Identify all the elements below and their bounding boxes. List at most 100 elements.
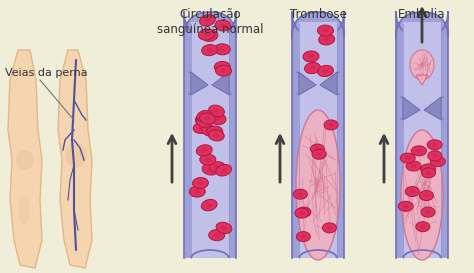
Ellipse shape [221,226,227,230]
FancyBboxPatch shape [396,22,403,258]
Ellipse shape [216,65,231,76]
Polygon shape [403,97,420,120]
Ellipse shape [213,109,220,113]
Ellipse shape [318,25,334,36]
Ellipse shape [428,151,442,161]
Ellipse shape [202,164,218,175]
Ellipse shape [410,50,434,80]
Ellipse shape [296,232,310,242]
FancyBboxPatch shape [396,11,448,38]
Ellipse shape [328,123,334,127]
Ellipse shape [196,145,212,156]
Ellipse shape [432,143,438,147]
Polygon shape [320,72,337,95]
Polygon shape [212,72,229,95]
FancyBboxPatch shape [292,22,299,258]
Ellipse shape [420,164,436,174]
Ellipse shape [208,130,224,141]
Text: Circulação
sanguínea normal: Circulação sanguínea normal [157,8,263,36]
Ellipse shape [304,63,320,73]
Ellipse shape [427,140,442,150]
Ellipse shape [411,146,427,156]
Ellipse shape [210,162,226,173]
Ellipse shape [435,159,441,164]
Ellipse shape [206,203,212,207]
Ellipse shape [200,154,216,165]
Ellipse shape [416,149,422,153]
Ellipse shape [426,171,431,175]
Ellipse shape [214,61,230,72]
Ellipse shape [401,130,443,260]
Polygon shape [416,75,428,85]
Ellipse shape [209,105,224,117]
Ellipse shape [425,167,431,171]
Ellipse shape [322,28,328,33]
Ellipse shape [220,69,227,73]
Ellipse shape [410,164,417,168]
Ellipse shape [194,189,201,194]
Ellipse shape [296,110,340,260]
Bar [403,22,441,258]
Ellipse shape [315,147,320,151]
Ellipse shape [216,164,231,176]
Ellipse shape [200,113,215,124]
Ellipse shape [200,14,215,26]
Ellipse shape [207,126,223,137]
Ellipse shape [308,54,314,59]
Ellipse shape [200,117,207,122]
Ellipse shape [410,189,415,194]
FancyBboxPatch shape [229,22,236,258]
Ellipse shape [211,129,218,134]
Ellipse shape [201,148,208,153]
Ellipse shape [197,181,204,185]
Ellipse shape [198,126,204,130]
Text: Trombose: Trombose [290,8,346,21]
Ellipse shape [219,47,226,52]
Polygon shape [8,50,42,268]
Ellipse shape [195,114,211,125]
Ellipse shape [420,225,426,229]
FancyBboxPatch shape [337,22,344,258]
FancyBboxPatch shape [184,22,191,258]
Ellipse shape [312,149,326,159]
Ellipse shape [319,34,335,45]
Ellipse shape [298,192,303,196]
Ellipse shape [203,32,210,37]
Ellipse shape [201,200,217,211]
Ellipse shape [430,156,445,167]
Ellipse shape [206,128,212,133]
Ellipse shape [432,154,438,158]
Ellipse shape [318,66,334,76]
Text: Veias da perna: Veias da perna [5,68,88,78]
Ellipse shape [207,34,213,38]
Ellipse shape [220,168,227,173]
Ellipse shape [400,153,415,163]
Bar [299,22,337,258]
Polygon shape [58,50,92,268]
Ellipse shape [310,66,316,70]
Ellipse shape [204,116,210,121]
Ellipse shape [425,210,431,214]
Ellipse shape [201,44,218,56]
Ellipse shape [219,65,226,69]
Ellipse shape [310,144,324,154]
Ellipse shape [220,23,226,28]
Ellipse shape [322,69,328,73]
Ellipse shape [406,161,421,171]
Ellipse shape [421,168,436,178]
Ellipse shape [398,201,413,211]
Ellipse shape [215,117,221,121]
Ellipse shape [214,44,230,55]
Ellipse shape [416,222,430,232]
Ellipse shape [303,51,319,62]
Ellipse shape [201,114,208,118]
Ellipse shape [205,157,211,162]
Ellipse shape [196,116,212,127]
Ellipse shape [213,233,220,237]
Ellipse shape [403,204,409,208]
Text: Embolia: Embolia [398,8,446,21]
Ellipse shape [215,20,231,31]
Ellipse shape [324,120,338,130]
FancyBboxPatch shape [184,11,236,38]
Ellipse shape [209,230,225,241]
